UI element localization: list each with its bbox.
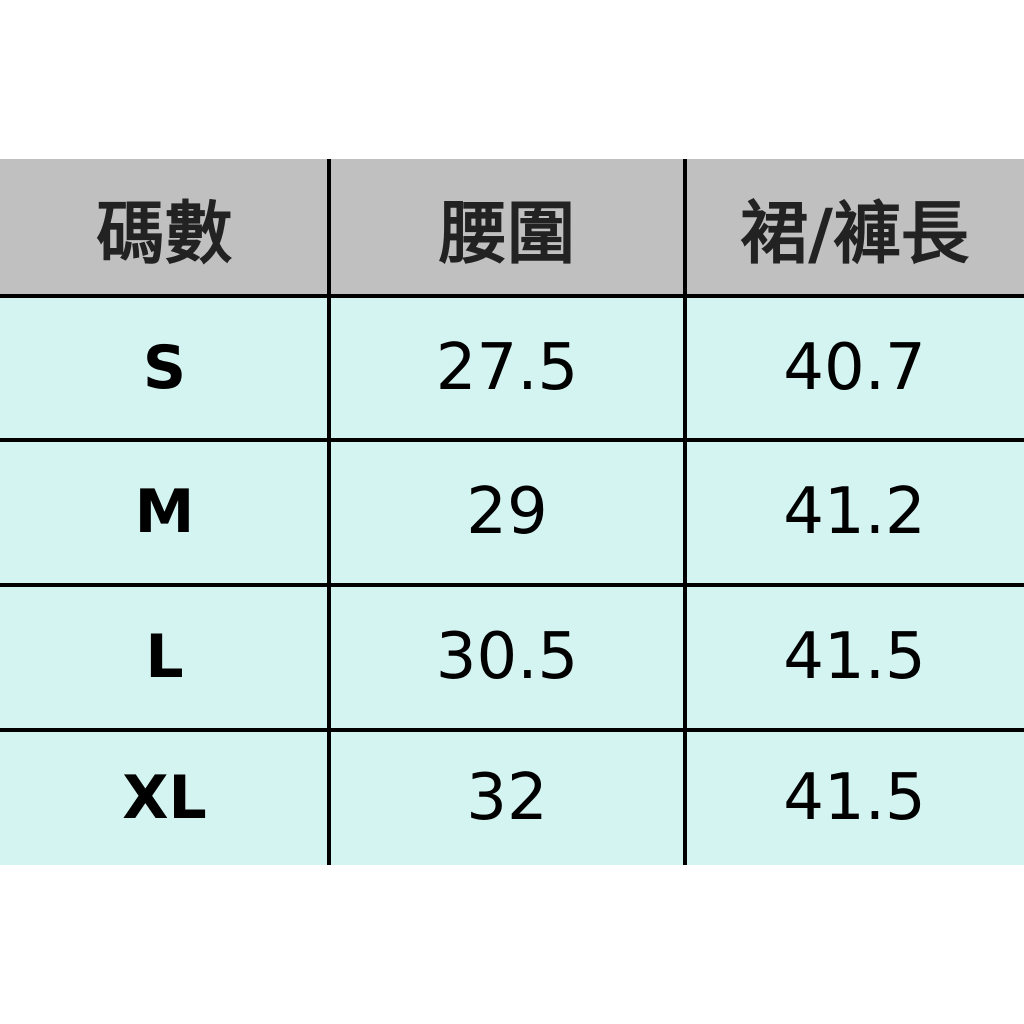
- column-divider: [683, 159, 687, 865]
- table-row: XL 32 41.5: [0, 730, 1024, 865]
- row-divider: [0, 583, 1024, 587]
- header-row: 碼數 腰圍 裙/褲長: [0, 159, 1024, 295]
- header-waist: 腰圍: [438, 194, 575, 274]
- row-divider: [0, 438, 1024, 442]
- size-cell: XL: [122, 762, 207, 833]
- size-cell: S: [142, 333, 187, 403]
- table-row: S 27.5 40.7: [0, 296, 1024, 440]
- header-length: 裙/褲長: [740, 194, 969, 274]
- length-cell: 41.5: [783, 620, 926, 694]
- waist-cell: 27.5: [435, 331, 579, 405]
- waist-cell: 32: [466, 760, 548, 835]
- size-cell: L: [145, 622, 184, 692]
- waist-cell: 30.5: [435, 620, 579, 694]
- size-cell: M: [134, 477, 195, 547]
- table-row: L 30.5 41.5: [0, 585, 1024, 729]
- row-divider: [0, 294, 1024, 298]
- column-divider: [327, 159, 331, 865]
- length-cell: 41.2: [783, 475, 926, 549]
- length-cell: 40.7: [783, 331, 926, 405]
- length-cell: 41.5: [783, 760, 926, 835]
- table-row: M 29 41.2: [0, 440, 1024, 584]
- size-table: 碼數 腰圍 裙/褲長 S 27.5 40.7 M 29 41.2 L 30.5 …: [0, 159, 1024, 865]
- row-divider: [0, 728, 1024, 732]
- waist-cell: 29: [466, 475, 548, 549]
- header-size: 碼數: [96, 194, 233, 274]
